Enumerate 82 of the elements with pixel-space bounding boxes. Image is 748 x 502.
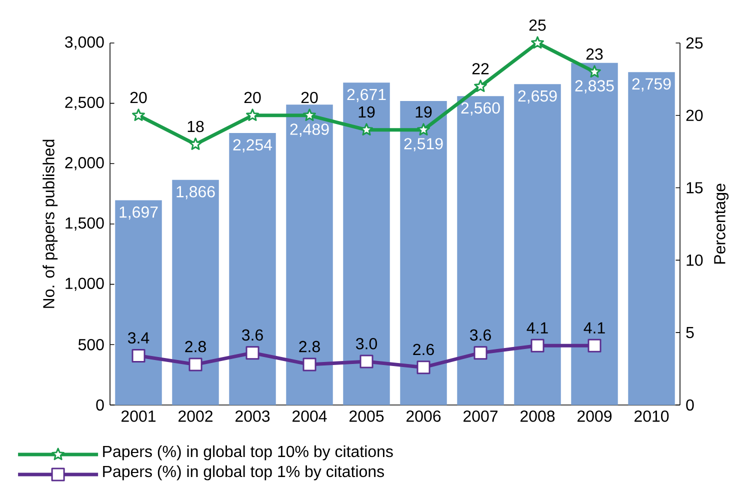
data-label: 2,560 — [461, 102, 500, 116]
data-label: 2.8 — [299, 340, 320, 352]
point — [188, 358, 202, 372]
data-label: 3.0 — [356, 338, 377, 350]
y2-axis-title: Percentage — [714, 184, 729, 264]
data-label: 4.1 — [584, 322, 605, 334]
data-label: 20 — [301, 92, 318, 104]
legend-label: Papers (%) in global top 10% by citations — [103, 445, 393, 460]
data-label: 2,519 — [404, 138, 443, 152]
data-label: 20 — [244, 92, 261, 104]
data-label: 1,866 — [176, 186, 215, 200]
x-tick-label: 2003 — [236, 410, 270, 422]
point — [132, 349, 146, 363]
point — [189, 138, 202, 150]
data-label: 25 — [529, 19, 546, 31]
bar — [229, 133, 276, 405]
point — [417, 123, 430, 136]
data-label: 2,659 — [518, 90, 557, 104]
x-tick-label: 2007 — [464, 410, 498, 422]
data-label: 2,254 — [233, 139, 272, 152]
bar — [571, 62, 618, 405]
point — [246, 108, 259, 121]
data-label: 2,759 — [632, 78, 671, 92]
data-label: 2.6 — [413, 344, 434, 356]
y-tick-label: 1,000 — [66, 278, 104, 291]
bar — [514, 84, 561, 405]
bar — [115, 200, 162, 405]
x-tick-label: 2005 — [350, 410, 384, 422]
y-axis-title: No. of papers published — [42, 140, 58, 308]
point — [531, 36, 544, 49]
bar — [400, 101, 447, 405]
y-tick-label: 3,000 — [65, 36, 104, 50]
y-tick-label: 500 — [78, 338, 104, 350]
x-tick-label: 2008 — [520, 410, 555, 422]
point — [302, 358, 316, 372]
point — [303, 108, 316, 121]
bar — [172, 180, 219, 405]
data-label: 1,697 — [120, 206, 158, 220]
data-label: 22 — [472, 63, 489, 74]
point — [530, 338, 544, 352]
data-label: 3.4 — [128, 332, 150, 344]
data-label: 4.1 — [526, 322, 548, 334]
data-label: 19 — [358, 106, 375, 118]
y2-tick-label: 0 — [686, 399, 694, 411]
x-tick-label: 2001 — [122, 410, 156, 422]
point — [246, 346, 260, 360]
y2-tick-label: 20 — [686, 110, 703, 122]
bar — [343, 82, 390, 405]
y2-tick-label: 5 — [686, 327, 694, 338]
y-tick-label: 0 — [96, 399, 104, 411]
data-label: 19 — [416, 106, 432, 118]
data-label: 18 — [188, 120, 204, 132]
data-label: 2,671 — [347, 88, 386, 102]
point — [588, 338, 602, 352]
x-tick-label: 2002 — [178, 410, 212, 422]
bar — [457, 96, 504, 405]
y-tick-label: 2,000 — [65, 157, 104, 170]
data-label: 2,489 — [290, 124, 329, 137]
x-tick-label: 2009 — [578, 410, 612, 422]
data-label: 20 — [130, 92, 147, 104]
data-label: 2.8 — [185, 340, 206, 352]
legend-label: Papers (%) in global top 1% by citations — [103, 465, 384, 480]
x-tick-label: 2004 — [292, 410, 327, 422]
data-label: 23 — [586, 48, 603, 60]
point — [474, 80, 487, 92]
data-label: 3.6 — [470, 329, 491, 341]
point — [132, 108, 145, 121]
y-tick-label: 1,500 — [66, 217, 104, 231]
y2-tick-label: 10 — [686, 254, 703, 266]
y2-tick-label: 25 — [686, 37, 703, 49]
bar — [628, 72, 675, 405]
x-tick-label: 2006 — [406, 410, 441, 422]
data-label: 2,835 — [575, 80, 614, 94]
point — [416, 360, 430, 374]
point — [360, 354, 374, 368]
bar — [286, 104, 333, 405]
y-tick-label: 2,500 — [65, 96, 104, 110]
y2-tick-label: 15 — [686, 182, 703, 194]
x-tick-label: 2010 — [634, 410, 669, 422]
point — [474, 346, 488, 360]
data-label: 3.6 — [242, 329, 263, 341]
point — [588, 65, 601, 78]
